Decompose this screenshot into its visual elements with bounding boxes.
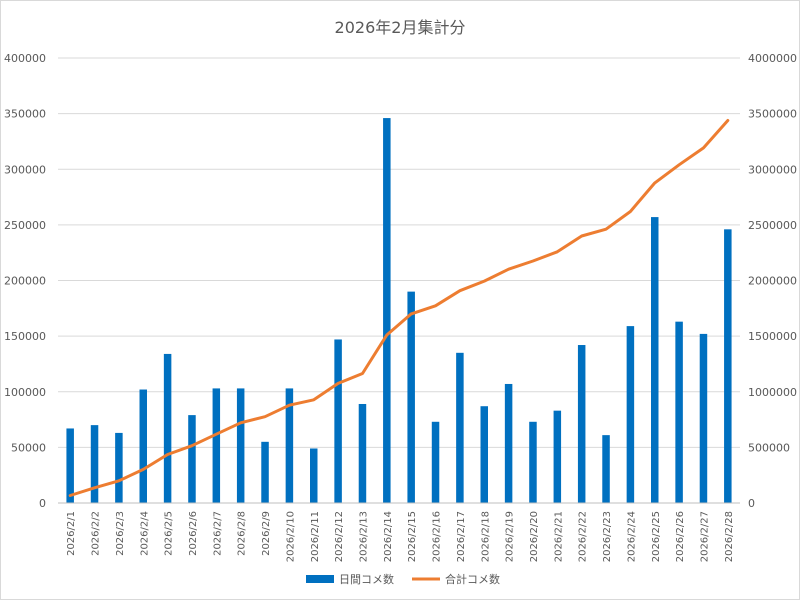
bar — [236, 388, 245, 503]
chart-title: 2026年2月集計分 — [334, 18, 466, 37]
x-tick-label: 2026/2/24 — [626, 511, 637, 562]
x-tick-label: 2026/2/18 — [480, 511, 491, 562]
x-tick-label: 2026/2/26 — [675, 511, 686, 562]
x-tick-label: 2026/2/23 — [602, 511, 613, 562]
bar — [699, 333, 708, 503]
y-right-tick-label: 4000000 — [748, 52, 797, 65]
x-tick-label: 2026/2/17 — [456, 511, 467, 562]
bar — [431, 421, 440, 503]
bar — [456, 352, 464, 503]
x-tick-label: 2026/2/20 — [529, 511, 540, 562]
x-tick-label: 2026/2/14 — [383, 511, 394, 562]
x-tick-label: 2026/2/9 — [261, 511, 272, 556]
bar — [651, 217, 659, 503]
bar — [504, 383, 513, 503]
y-right-tick-label: 3000000 — [748, 163, 797, 176]
bar — [553, 410, 562, 503]
bar — [602, 435, 610, 503]
x-tick-label: 2026/2/25 — [651, 511, 662, 562]
bar — [407, 291, 415, 503]
y-right-tick-label: 2500000 — [748, 219, 797, 232]
y-left-tick-label: 200000 — [4, 275, 46, 288]
bar — [285, 388, 294, 503]
x-tick-label: 2026/2/13 — [358, 511, 369, 562]
x-tick-label: 2026/2/16 — [432, 511, 443, 562]
y-right-tick-label: 1000000 — [748, 386, 797, 399]
y-right-tick-label: 3500000 — [748, 108, 797, 121]
x-tick-label: 2026/2/28 — [724, 511, 735, 562]
y-left-tick-label: 150000 — [4, 330, 46, 343]
bar — [261, 441, 269, 503]
y-left-tick-label: 50000 — [11, 441, 46, 454]
bar — [724, 229, 732, 503]
line-series — [68, 119, 730, 497]
y-right-tick-label: 0 — [748, 497, 755, 510]
bar — [383, 118, 391, 503]
legend-label-daily: 日間コメ数 — [339, 573, 394, 586]
x-tick-label: 2026/2/7 — [212, 511, 223, 556]
legend: 日間コメ数 合計コメ数 — [306, 572, 500, 586]
x-tick-label: 2026/2/8 — [237, 511, 248, 556]
x-tick-label: 2026/2/2 — [91, 511, 102, 556]
x-tick-label: 2026/2/6 — [188, 511, 199, 556]
bar — [139, 389, 147, 503]
bar — [66, 428, 74, 503]
bar — [188, 415, 196, 503]
bar-series — [66, 118, 732, 503]
bar — [577, 345, 586, 503]
bar — [310, 448, 318, 503]
y-left-tick-label: 300000 — [4, 163, 46, 176]
y-left-tick-label: 350000 — [4, 108, 46, 121]
x-tick-label: 2026/2/11 — [310, 511, 321, 562]
x-tick-label: 2026/2/22 — [578, 511, 589, 562]
bar — [115, 432, 123, 503]
x-tick-label: 2026/2/12 — [334, 511, 345, 562]
y-left-tick-label: 400000 — [4, 52, 46, 65]
bar — [626, 326, 635, 503]
bar — [163, 353, 172, 503]
x-tick-label: 2026/2/15 — [407, 511, 418, 562]
bar — [480, 406, 488, 503]
axes: 0 50000 100000 150000 200000 250000 300000 3500… — [4, 52, 797, 562]
y-right-tick-label: 2000000 — [748, 275, 797, 288]
x-tick-label: 2026/2/1 — [66, 511, 77, 556]
gridlines — [58, 57, 740, 448]
y-right-tick-label: 500000 — [748, 441, 790, 454]
y-left-tick-label: 250000 — [4, 219, 46, 232]
x-tick-label: 2026/2/4 — [139, 511, 150, 556]
bar — [334, 339, 342, 503]
bar — [675, 321, 683, 503]
bar — [212, 388, 221, 503]
x-tick-label: 2026/2/3 — [115, 511, 126, 556]
x-tick-label: 2026/2/27 — [699, 511, 710, 562]
x-tick-label: 2026/2/19 — [505, 511, 516, 562]
x-tick-label: 2026/2/21 — [553, 511, 564, 562]
y-left-tick-label: 0 — [39, 497, 46, 510]
x-tick-label: 2026/2/10 — [285, 511, 296, 562]
bar — [358, 403, 367, 503]
x-tick-label: 2026/2/5 — [164, 511, 175, 556]
bar — [90, 425, 99, 503]
legend-label-total: 合計コメ数 — [445, 572, 500, 586]
y-right-tick-label: 1500000 — [748, 330, 797, 343]
bar — [529, 421, 537, 503]
legend-swatch-daily — [306, 575, 334, 583]
y-left-tick-label: 100000 — [4, 386, 46, 399]
total-line — [68, 119, 730, 497]
